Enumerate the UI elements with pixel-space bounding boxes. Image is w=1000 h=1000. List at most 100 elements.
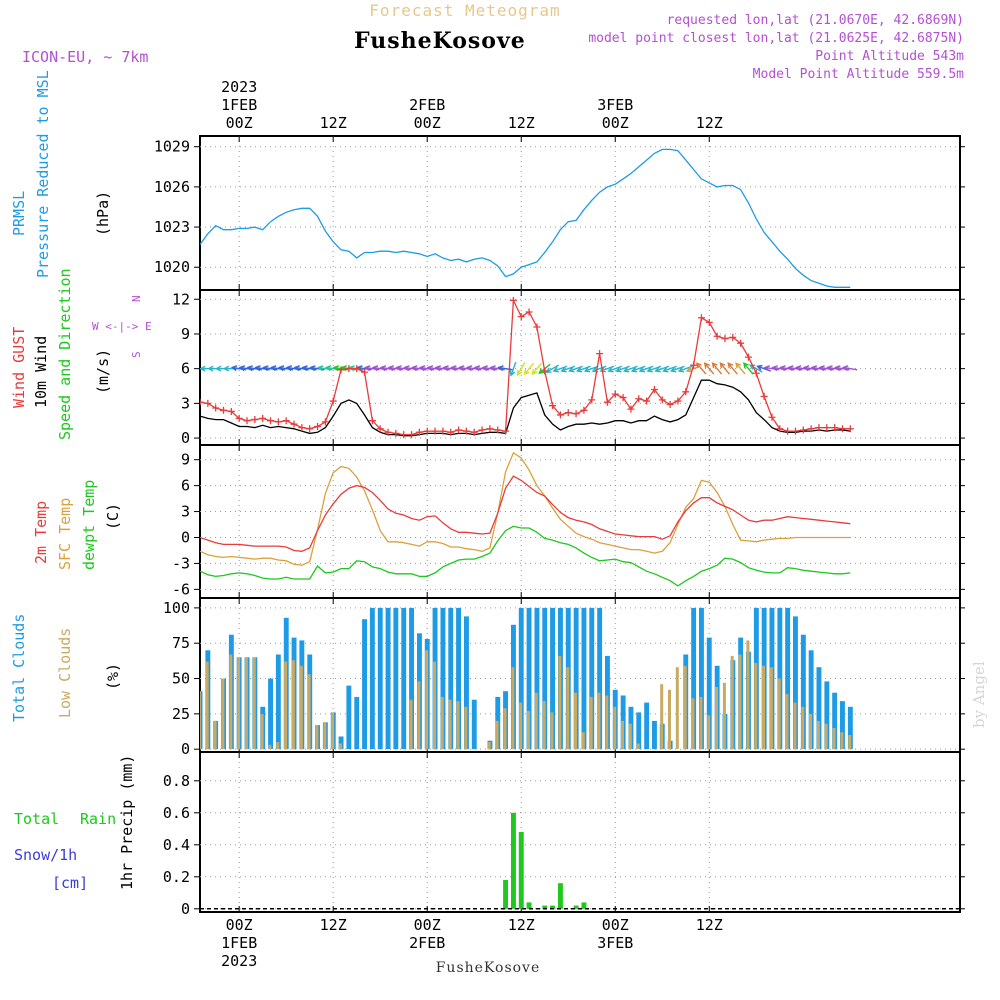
gust-point <box>846 425 854 433</box>
rain-label: Rain <box>80 810 116 828</box>
bar-low-clouds <box>284 661 288 750</box>
bar-total-clouds <box>652 720 657 750</box>
bar-low-clouds <box>566 667 570 750</box>
gust-point <box>306 425 314 433</box>
wind-arrow <box>599 365 615 373</box>
bar-low-clouds <box>730 655 734 750</box>
wind-arrow <box>575 365 591 373</box>
gust-point <box>705 318 713 326</box>
gust-label: Wind GUST <box>10 327 28 408</box>
gust-point <box>290 420 298 428</box>
bar-low-clouds <box>542 701 546 750</box>
gust-point <box>259 414 267 422</box>
top-time-label-2: 00Z <box>414 114 441 132</box>
top-time-label-3: 12Z <box>508 114 535 132</box>
gust-point <box>791 427 799 435</box>
bar-total-clouds <box>409 607 414 750</box>
gust-point <box>220 406 228 414</box>
bar-low-clouds <box>503 708 507 750</box>
gust-point <box>298 424 306 432</box>
wind-arrow <box>560 365 576 373</box>
bar-low-clouds <box>762 665 765 750</box>
total-label: Total <box>14 810 59 828</box>
gust-point <box>415 428 423 436</box>
wind-ytick-label-1: 3 <box>181 394 190 412</box>
bar-low-clouds <box>581 732 585 750</box>
temperature-ytick-label-0: -6 <box>172 580 190 598</box>
bottom-time-label-4: 00Z <box>602 916 629 934</box>
wind-arrow <box>517 362 526 376</box>
bar-low-clouds <box>848 735 852 750</box>
gust-point <box>674 397 682 405</box>
bar-low-clouds <box>738 654 742 750</box>
bar-low-clouds <box>433 661 436 750</box>
bottom-time-label-0: 00Z <box>226 916 253 934</box>
clouds-ytick-label-3: 75 <box>172 634 190 652</box>
wind-arrow <box>669 365 685 373</box>
requested-coords: requested lon,lat (21.0670E, 42.6869N) <box>667 13 964 28</box>
precip-labels: Total Rain Snow/1h [cm] 1hr Precip (mm) <box>14 755 136 892</box>
gust-point <box>439 427 447 435</box>
top-date-label-2: 2FEB <box>409 96 445 114</box>
bar-low-clouds <box>550 712 554 750</box>
bar-rain <box>518 832 524 909</box>
bar-low-clouds <box>785 694 789 750</box>
wind-arrow <box>826 365 842 372</box>
gust-point <box>525 308 533 316</box>
temperature-ytick-label-5: 9 <box>181 451 190 469</box>
gust-point <box>368 417 376 425</box>
gust-point <box>533 323 541 331</box>
precip-unit-label: 1hr Precip (mm) <box>118 755 136 890</box>
gust-point <box>502 427 510 435</box>
temp2m-label: 2m Temp <box>32 501 50 564</box>
gust-point <box>353 365 361 373</box>
gust-point <box>431 427 439 435</box>
gust-point <box>200 398 204 406</box>
gust-point <box>423 427 431 435</box>
bar-total-clouds <box>699 607 704 750</box>
temperature-plot-area <box>200 451 851 587</box>
wind-arrow <box>779 365 795 372</box>
wind-arrow <box>654 365 670 373</box>
bar-low-clouds <box>464 706 468 750</box>
bar-total-clouds <box>636 712 642 750</box>
precip-ytick-label-3: 0.6 <box>163 804 190 822</box>
gust-point <box>274 418 282 426</box>
precip-frame <box>199 751 961 913</box>
bar-total-clouds <box>448 607 454 750</box>
wind-arrow <box>238 365 255 372</box>
clouds-ytick-label-4: 100 <box>163 599 190 617</box>
pressure-ytick-label-2: 1026 <box>154 178 190 196</box>
dewpt-label: dewpt Temp <box>80 480 98 570</box>
bar-low-clouds <box>291 660 295 750</box>
compass-we: W <-|-> E <box>92 320 152 333</box>
bar-low-clouds <box>229 654 233 750</box>
bar-total-clouds <box>793 616 798 750</box>
gust-point <box>329 397 337 405</box>
bar-low-clouds <box>636 743 640 750</box>
gust-point <box>321 418 329 426</box>
wind-arrow <box>411 365 427 372</box>
wind-arrow <box>254 365 270 372</box>
bar-low-clouds <box>417 681 421 750</box>
gust-point <box>588 396 596 404</box>
gust-point <box>713 332 721 340</box>
gust-point <box>643 397 651 405</box>
wind-arrow <box>743 362 754 375</box>
wind-arrow <box>794 365 811 372</box>
bar-total-clouds <box>644 702 650 750</box>
bar-low-clouds <box>769 667 773 750</box>
bar-low-clouds <box>754 663 758 750</box>
bar-low-clouds <box>605 695 609 750</box>
bar-total-clouds <box>816 667 822 750</box>
gust-point <box>564 409 572 417</box>
gust-point <box>337 366 345 374</box>
footer-location: FusheKosove <box>436 960 541 976</box>
wind-arrow <box>418 365 435 372</box>
temperature-ytick-label-3: 3 <box>181 503 190 521</box>
bar-low-clouds <box>558 655 562 750</box>
gust-point <box>776 425 784 433</box>
precip-ytick-label-2: 0.4 <box>163 836 190 854</box>
bar-total-clouds <box>338 736 344 750</box>
